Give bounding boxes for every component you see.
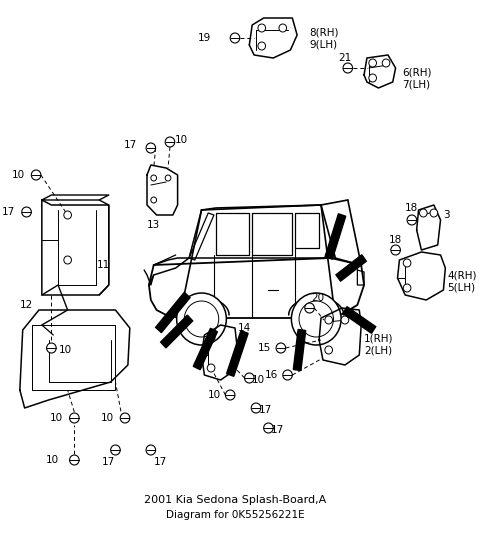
Circle shape <box>430 209 438 217</box>
Circle shape <box>382 59 390 67</box>
Circle shape <box>407 215 417 225</box>
Circle shape <box>207 334 215 342</box>
Circle shape <box>299 301 334 337</box>
Circle shape <box>22 207 31 217</box>
Text: 10: 10 <box>175 135 188 145</box>
Circle shape <box>264 423 273 433</box>
Circle shape <box>151 197 156 203</box>
Text: 17: 17 <box>124 140 137 150</box>
Text: 17: 17 <box>259 405 272 415</box>
Text: 10: 10 <box>252 375 265 385</box>
Polygon shape <box>227 331 248 376</box>
Text: 10: 10 <box>207 390 221 400</box>
Text: 21: 21 <box>338 53 351 63</box>
Text: 1(RH): 1(RH) <box>364 333 394 343</box>
Circle shape <box>111 445 120 455</box>
Text: 4(RH): 4(RH) <box>447 270 477 280</box>
Text: 17: 17 <box>102 457 115 467</box>
Text: 13: 13 <box>147 220 160 230</box>
Circle shape <box>341 316 349 324</box>
Text: 11: 11 <box>96 260 109 270</box>
Circle shape <box>391 245 400 255</box>
Text: 2001 Kia Sedona Splash-Board,A: 2001 Kia Sedona Splash-Board,A <box>144 495 326 505</box>
Text: 7(LH): 7(LH) <box>402 79 431 89</box>
Circle shape <box>120 413 130 423</box>
Circle shape <box>291 293 341 345</box>
Circle shape <box>151 175 156 181</box>
Text: 12: 12 <box>20 300 33 310</box>
Text: Diagram for 0K55256221E: Diagram for 0K55256221E <box>166 510 304 520</box>
Polygon shape <box>343 307 376 333</box>
Polygon shape <box>293 330 306 371</box>
Circle shape <box>64 256 72 264</box>
Text: 9(LH): 9(LH) <box>310 39 337 49</box>
Text: 10: 10 <box>50 413 63 423</box>
Text: 18: 18 <box>389 235 402 245</box>
Text: 14: 14 <box>238 323 251 333</box>
Text: 17: 17 <box>154 457 167 467</box>
Text: 10: 10 <box>59 345 72 355</box>
Circle shape <box>369 59 376 67</box>
Text: 16: 16 <box>265 370 278 380</box>
Circle shape <box>325 346 333 354</box>
Text: 15: 15 <box>258 343 271 353</box>
Circle shape <box>244 373 254 383</box>
Text: 10: 10 <box>46 455 59 465</box>
Text: 10: 10 <box>100 413 114 423</box>
Text: 19: 19 <box>198 33 211 43</box>
Text: 8(RH): 8(RH) <box>310 27 339 37</box>
Polygon shape <box>193 328 217 370</box>
Circle shape <box>230 33 240 43</box>
Circle shape <box>283 370 292 380</box>
Circle shape <box>207 364 215 372</box>
Circle shape <box>165 175 171 181</box>
Text: 17: 17 <box>271 425 285 435</box>
Circle shape <box>177 293 227 345</box>
Text: 2(LH): 2(LH) <box>364 345 392 355</box>
Polygon shape <box>336 255 366 281</box>
Text: 5(LH): 5(LH) <box>447 282 475 292</box>
Circle shape <box>403 284 411 292</box>
Text: 6(RH): 6(RH) <box>402 67 432 77</box>
Circle shape <box>305 303 314 313</box>
Circle shape <box>276 343 286 353</box>
Circle shape <box>47 343 56 353</box>
Circle shape <box>184 301 219 337</box>
Circle shape <box>343 63 353 73</box>
Circle shape <box>31 170 41 180</box>
Text: 20: 20 <box>312 293 324 303</box>
Circle shape <box>70 413 79 423</box>
Polygon shape <box>161 315 192 348</box>
Circle shape <box>369 74 376 82</box>
Circle shape <box>226 390 235 400</box>
Circle shape <box>258 42 265 50</box>
Text: 3: 3 <box>444 210 450 220</box>
Circle shape <box>146 445 156 455</box>
Text: 18: 18 <box>405 203 419 213</box>
Text: 17: 17 <box>2 207 15 217</box>
Circle shape <box>403 259 411 267</box>
Text: 10: 10 <box>12 170 24 180</box>
Circle shape <box>279 24 287 32</box>
Circle shape <box>70 455 79 465</box>
Circle shape <box>165 137 175 147</box>
Circle shape <box>251 403 261 413</box>
Circle shape <box>420 209 427 217</box>
Circle shape <box>146 143 156 153</box>
Polygon shape <box>156 293 190 333</box>
Circle shape <box>258 24 265 32</box>
Polygon shape <box>325 214 346 259</box>
Circle shape <box>64 211 72 219</box>
Circle shape <box>325 316 333 324</box>
